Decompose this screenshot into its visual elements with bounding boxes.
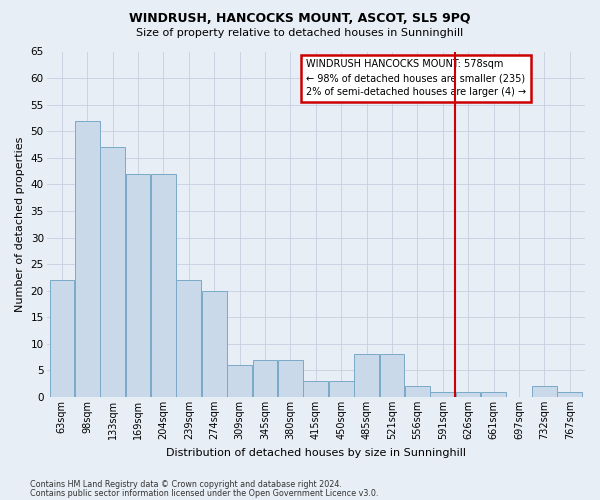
- Bar: [202, 290, 227, 397]
- Bar: [557, 392, 582, 397]
- Bar: [456, 392, 481, 397]
- Bar: [380, 354, 404, 397]
- Bar: [354, 354, 379, 397]
- Y-axis label: Number of detached properties: Number of detached properties: [15, 136, 25, 312]
- Bar: [430, 392, 455, 397]
- Bar: [151, 174, 176, 397]
- Text: Contains public sector information licensed under the Open Government Licence v3: Contains public sector information licen…: [30, 488, 379, 498]
- Bar: [329, 381, 353, 397]
- Bar: [100, 147, 125, 397]
- Bar: [532, 386, 557, 397]
- Bar: [176, 280, 201, 397]
- X-axis label: Distribution of detached houses by size in Sunninghill: Distribution of detached houses by size …: [166, 448, 466, 458]
- Bar: [75, 120, 100, 397]
- Bar: [227, 365, 252, 397]
- Bar: [481, 392, 506, 397]
- Bar: [405, 386, 430, 397]
- Text: Size of property relative to detached houses in Sunninghill: Size of property relative to detached ho…: [136, 28, 464, 38]
- Bar: [278, 360, 303, 397]
- Bar: [253, 360, 277, 397]
- Bar: [125, 174, 151, 397]
- Bar: [304, 381, 328, 397]
- Text: WINDRUSH, HANCOCKS MOUNT, ASCOT, SL5 9PQ: WINDRUSH, HANCOCKS MOUNT, ASCOT, SL5 9PQ: [129, 12, 471, 26]
- Text: Contains HM Land Registry data © Crown copyright and database right 2024.: Contains HM Land Registry data © Crown c…: [30, 480, 342, 489]
- Bar: [50, 280, 74, 397]
- Text: WINDRUSH HANCOCKS MOUNT: 578sqm
← 98% of detached houses are smaller (235)
2% of: WINDRUSH HANCOCKS MOUNT: 578sqm ← 98% of…: [305, 60, 526, 98]
